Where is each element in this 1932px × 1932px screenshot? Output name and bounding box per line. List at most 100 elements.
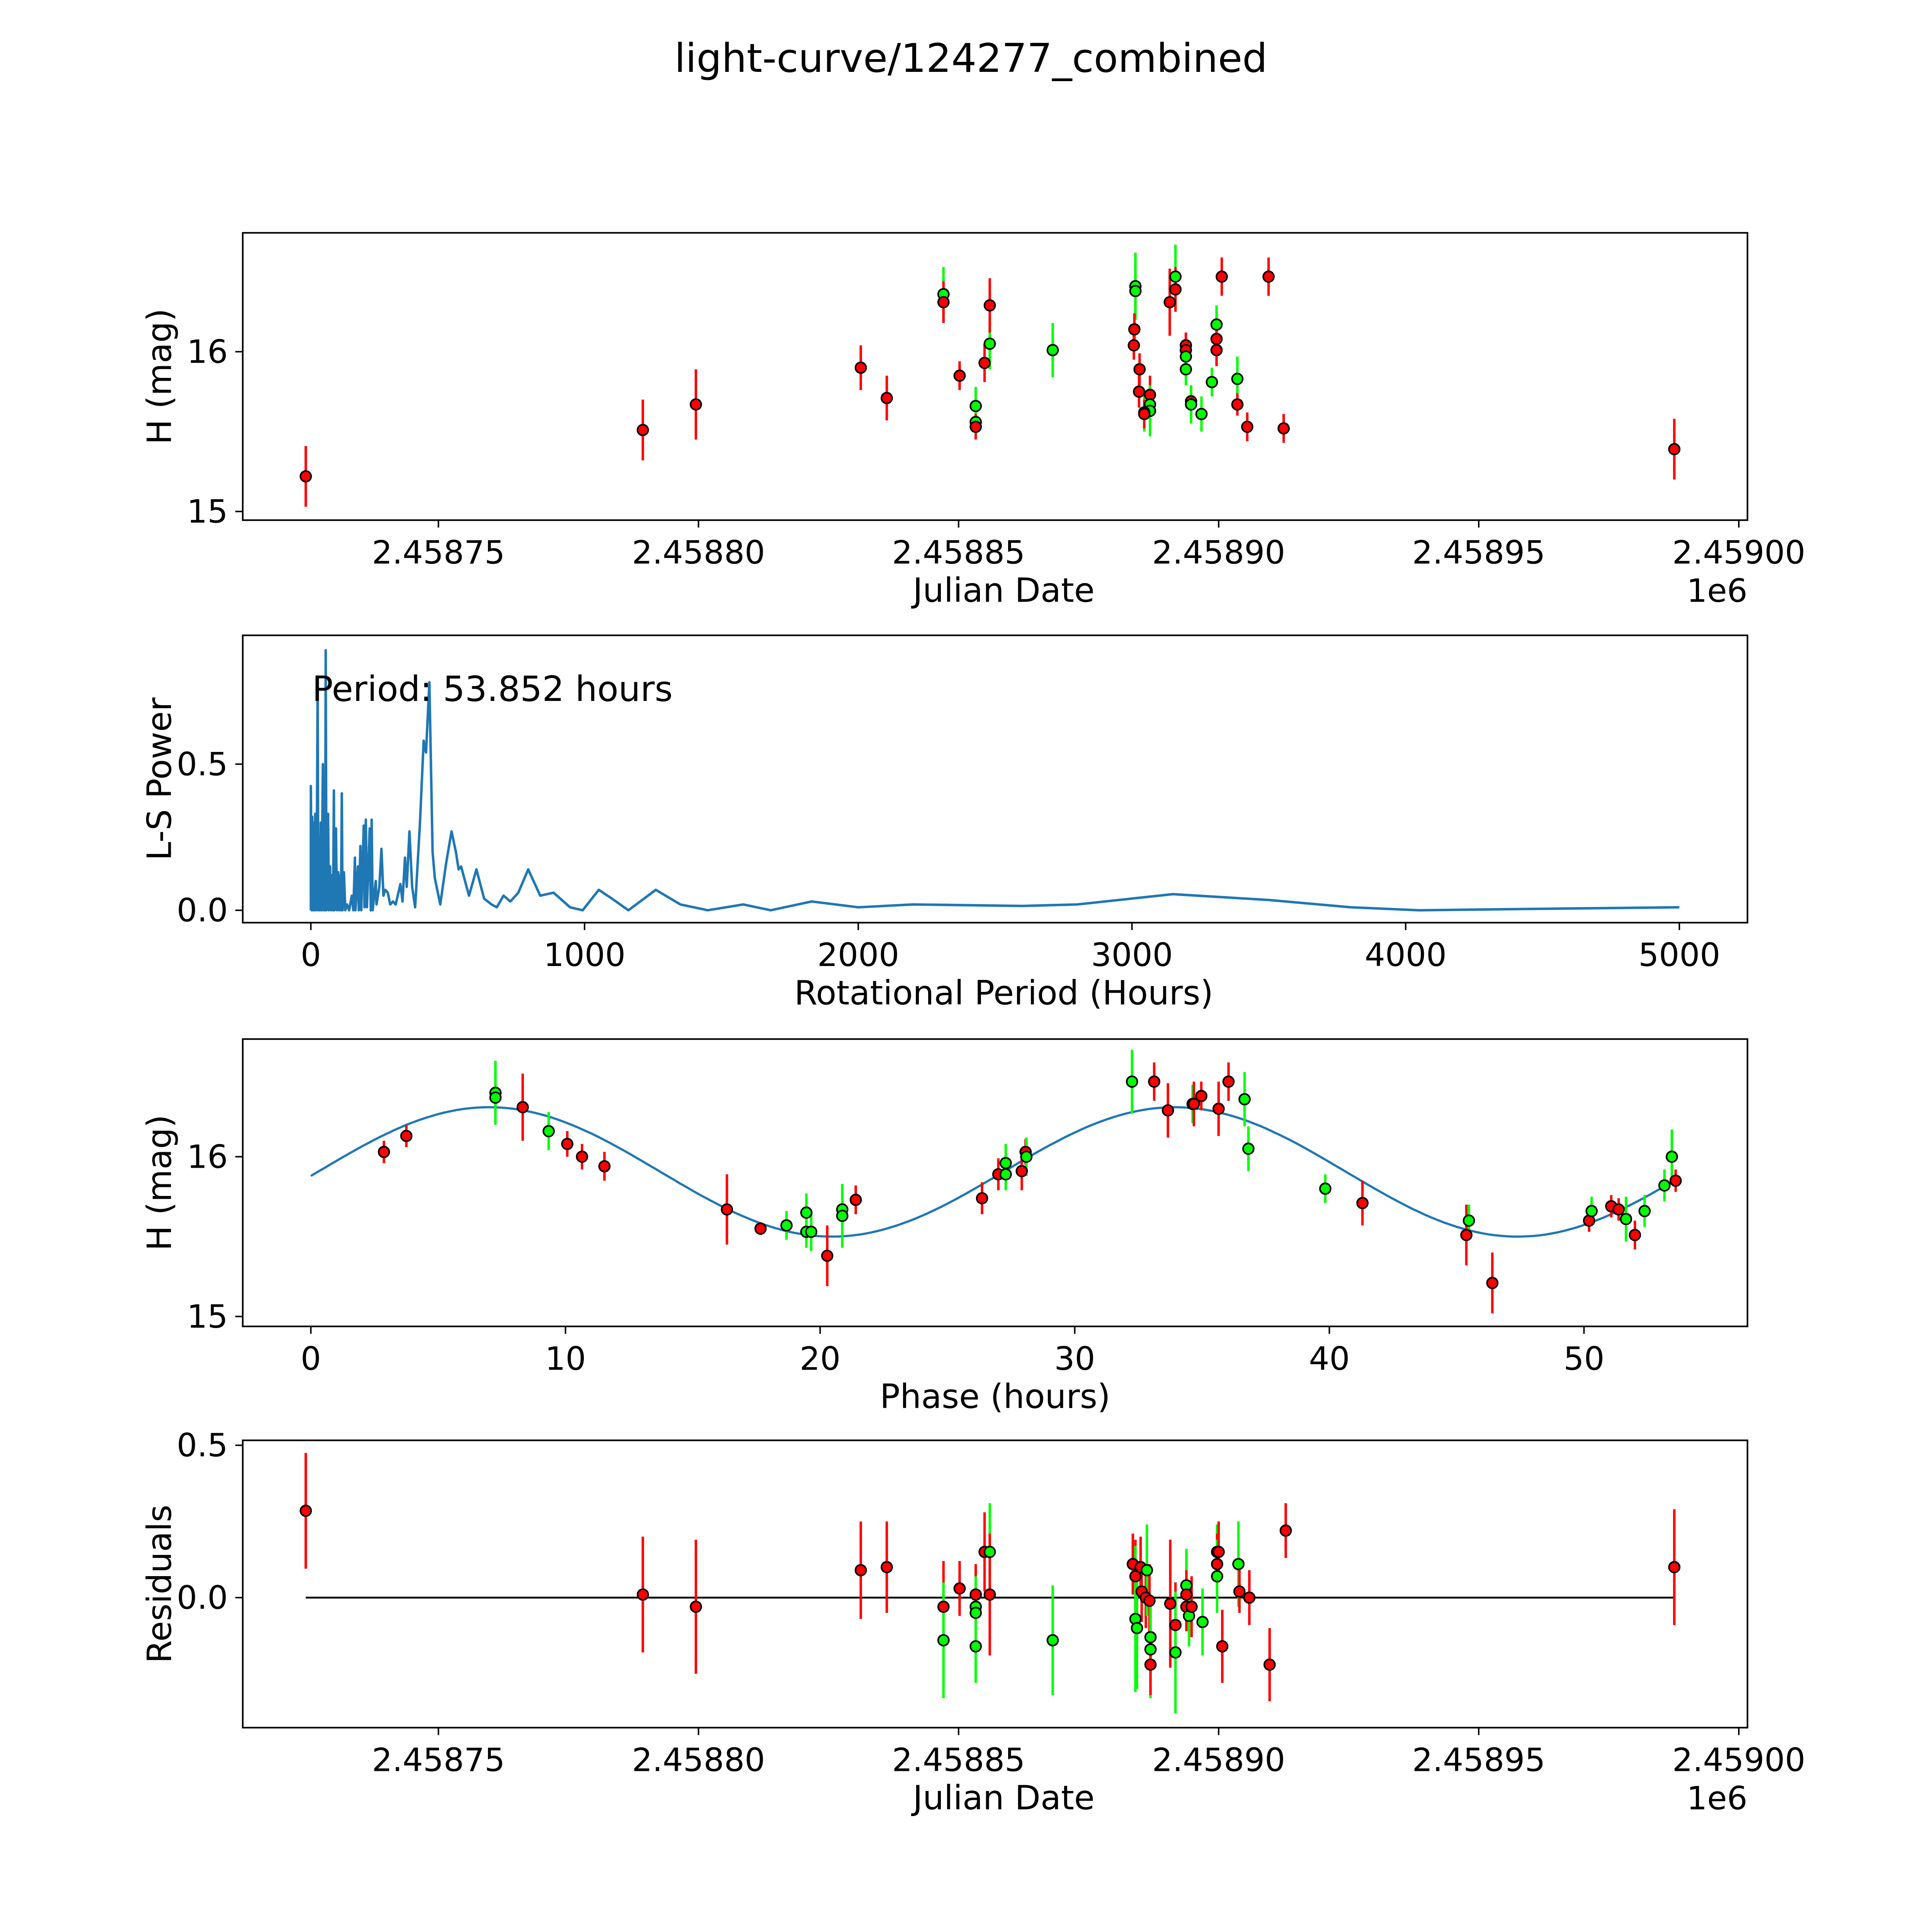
data-point-red bbox=[969, 420, 982, 433]
data-point-green bbox=[1238, 1093, 1251, 1105]
data-point-red bbox=[937, 296, 950, 308]
data-point-red bbox=[937, 1600, 950, 1613]
data-point-red bbox=[953, 369, 966, 382]
y-axis-label: H (mag) bbox=[140, 308, 179, 444]
data-point-red bbox=[1210, 344, 1223, 356]
data-point-red bbox=[1015, 1165, 1028, 1177]
y-axis-label: L-S Power bbox=[140, 697, 179, 861]
y-tick-label: 15 bbox=[187, 1298, 228, 1335]
data-point-green bbox=[1210, 318, 1223, 331]
x-tick-label: 2000 bbox=[817, 936, 899, 974]
data-point-red bbox=[561, 1138, 573, 1150]
data-point-red bbox=[1263, 1658, 1276, 1671]
data-point-green bbox=[1126, 1075, 1138, 1088]
data-point-green bbox=[983, 1546, 996, 1558]
data-point-green bbox=[983, 337, 996, 350]
data-point-red bbox=[983, 299, 996, 312]
figure-title: light-curve/124277_combined bbox=[674, 36, 1267, 82]
data-point-red bbox=[1486, 1277, 1498, 1289]
data-point-red bbox=[1212, 1546, 1225, 1558]
data-point-red bbox=[1133, 363, 1146, 376]
data-point-green bbox=[1658, 1179, 1671, 1192]
x-tick-label: 40 bbox=[1309, 1340, 1350, 1378]
data-point-red bbox=[1233, 1585, 1246, 1598]
data-point-red bbox=[1216, 1640, 1229, 1653]
data-point-red bbox=[1612, 1203, 1625, 1216]
data-point-green bbox=[800, 1206, 813, 1219]
x-axis-label: Rotational Period (Hours) bbox=[794, 974, 1213, 1012]
x-tick-label: 0 bbox=[301, 1340, 321, 1378]
x-tick-label: 20 bbox=[799, 1340, 840, 1378]
data-point-green bbox=[1141, 1564, 1153, 1577]
data-point-red bbox=[1169, 1619, 1182, 1631]
data-point-green bbox=[1131, 1622, 1143, 1634]
x-tick-label: 10 bbox=[545, 1340, 586, 1378]
data-point-red bbox=[1138, 408, 1151, 420]
data-point-green bbox=[1144, 1631, 1157, 1643]
y-axis-label: Residuals bbox=[140, 1505, 179, 1663]
data-point-green bbox=[1232, 1558, 1245, 1570]
data-point-red bbox=[1143, 1594, 1156, 1607]
data-point-green bbox=[489, 1091, 502, 1104]
data-point-red bbox=[983, 1588, 996, 1601]
data-point-green bbox=[1638, 1205, 1651, 1218]
data-point-red bbox=[754, 1222, 767, 1235]
data-point-red bbox=[1210, 333, 1223, 345]
data-point-green bbox=[969, 400, 982, 412]
data-point-red bbox=[721, 1203, 733, 1216]
data-point-red bbox=[821, 1250, 833, 1262]
panel-4: 2.45875 2.45880 2.45885 2.45890 2.45895 2.459… bbox=[140, 1427, 1805, 1817]
data-point-red bbox=[1231, 398, 1244, 411]
x-tick-label: 50 bbox=[1563, 1340, 1604, 1378]
data-point-red bbox=[1216, 270, 1228, 283]
x-axis-label: Julian Date bbox=[911, 1779, 1095, 1818]
x-axis-label: Phase (hours) bbox=[880, 1378, 1111, 1416]
data-point-red bbox=[881, 1561, 893, 1573]
data-point-green bbox=[1195, 408, 1208, 420]
data-point-red bbox=[1144, 1658, 1157, 1671]
data-point-green bbox=[1463, 1214, 1475, 1227]
data-point-red bbox=[576, 1150, 588, 1163]
data-point-green bbox=[937, 1634, 950, 1646]
data-point-green bbox=[1046, 344, 1059, 356]
x-tick-label: 30 bbox=[1054, 1340, 1095, 1378]
x-offset-label: 1e6 bbox=[1687, 572, 1747, 610]
data-point-red bbox=[1241, 420, 1253, 433]
y-tick-label: 15 bbox=[187, 493, 228, 531]
x-offset-label: 1e6 bbox=[1687, 1780, 1747, 1817]
data-point-red bbox=[598, 1160, 611, 1173]
axes-frame bbox=[242, 1439, 1748, 1729]
data-point-green bbox=[780, 1219, 793, 1232]
y-tick-label: 0.5 bbox=[177, 745, 228, 783]
data-point-green bbox=[543, 1125, 555, 1138]
periodogram-line bbox=[310, 649, 1680, 912]
data-point-green bbox=[1665, 1150, 1678, 1163]
x-tick-label: 4000 bbox=[1365, 936, 1447, 974]
data-point-red bbox=[969, 1588, 982, 1601]
data-point-red bbox=[1277, 422, 1290, 435]
x-tick-label: 2.45880 bbox=[632, 534, 765, 571]
x-tick-label: 2.45895 bbox=[1412, 534, 1546, 571]
x-tick-label: 3000 bbox=[1091, 936, 1173, 974]
panel-1: 2.45875 2.45880 2.45885 2.45890 2.45895 2.459… bbox=[140, 232, 1805, 610]
data-point-green bbox=[1046, 1634, 1059, 1646]
x-tick-label: 2.45890 bbox=[1152, 534, 1286, 571]
data-point-green bbox=[969, 1640, 982, 1653]
x-tick-label: 1000 bbox=[544, 936, 626, 974]
period-annotation: Period: 53.852 hours bbox=[312, 669, 673, 709]
x-tick-label: 2.45890 bbox=[1152, 1741, 1286, 1779]
data-point-red bbox=[1148, 1075, 1160, 1088]
data-point-red bbox=[636, 423, 649, 436]
data-point-green bbox=[1144, 1643, 1157, 1656]
data-point-red bbox=[1222, 1075, 1235, 1088]
data-point-red bbox=[1169, 283, 1182, 296]
panel-2: Period: 53.852 hours 0 1000 2000 3000 4000 500… bbox=[140, 634, 1748, 1012]
data-point-red bbox=[1164, 1597, 1177, 1610]
data-point-green bbox=[1242, 1143, 1255, 1155]
x-tick-label: 2.45875 bbox=[372, 1741, 505, 1779]
data-point-red bbox=[690, 398, 702, 411]
data-point-red bbox=[299, 470, 312, 483]
data-point-green bbox=[1185, 398, 1197, 411]
